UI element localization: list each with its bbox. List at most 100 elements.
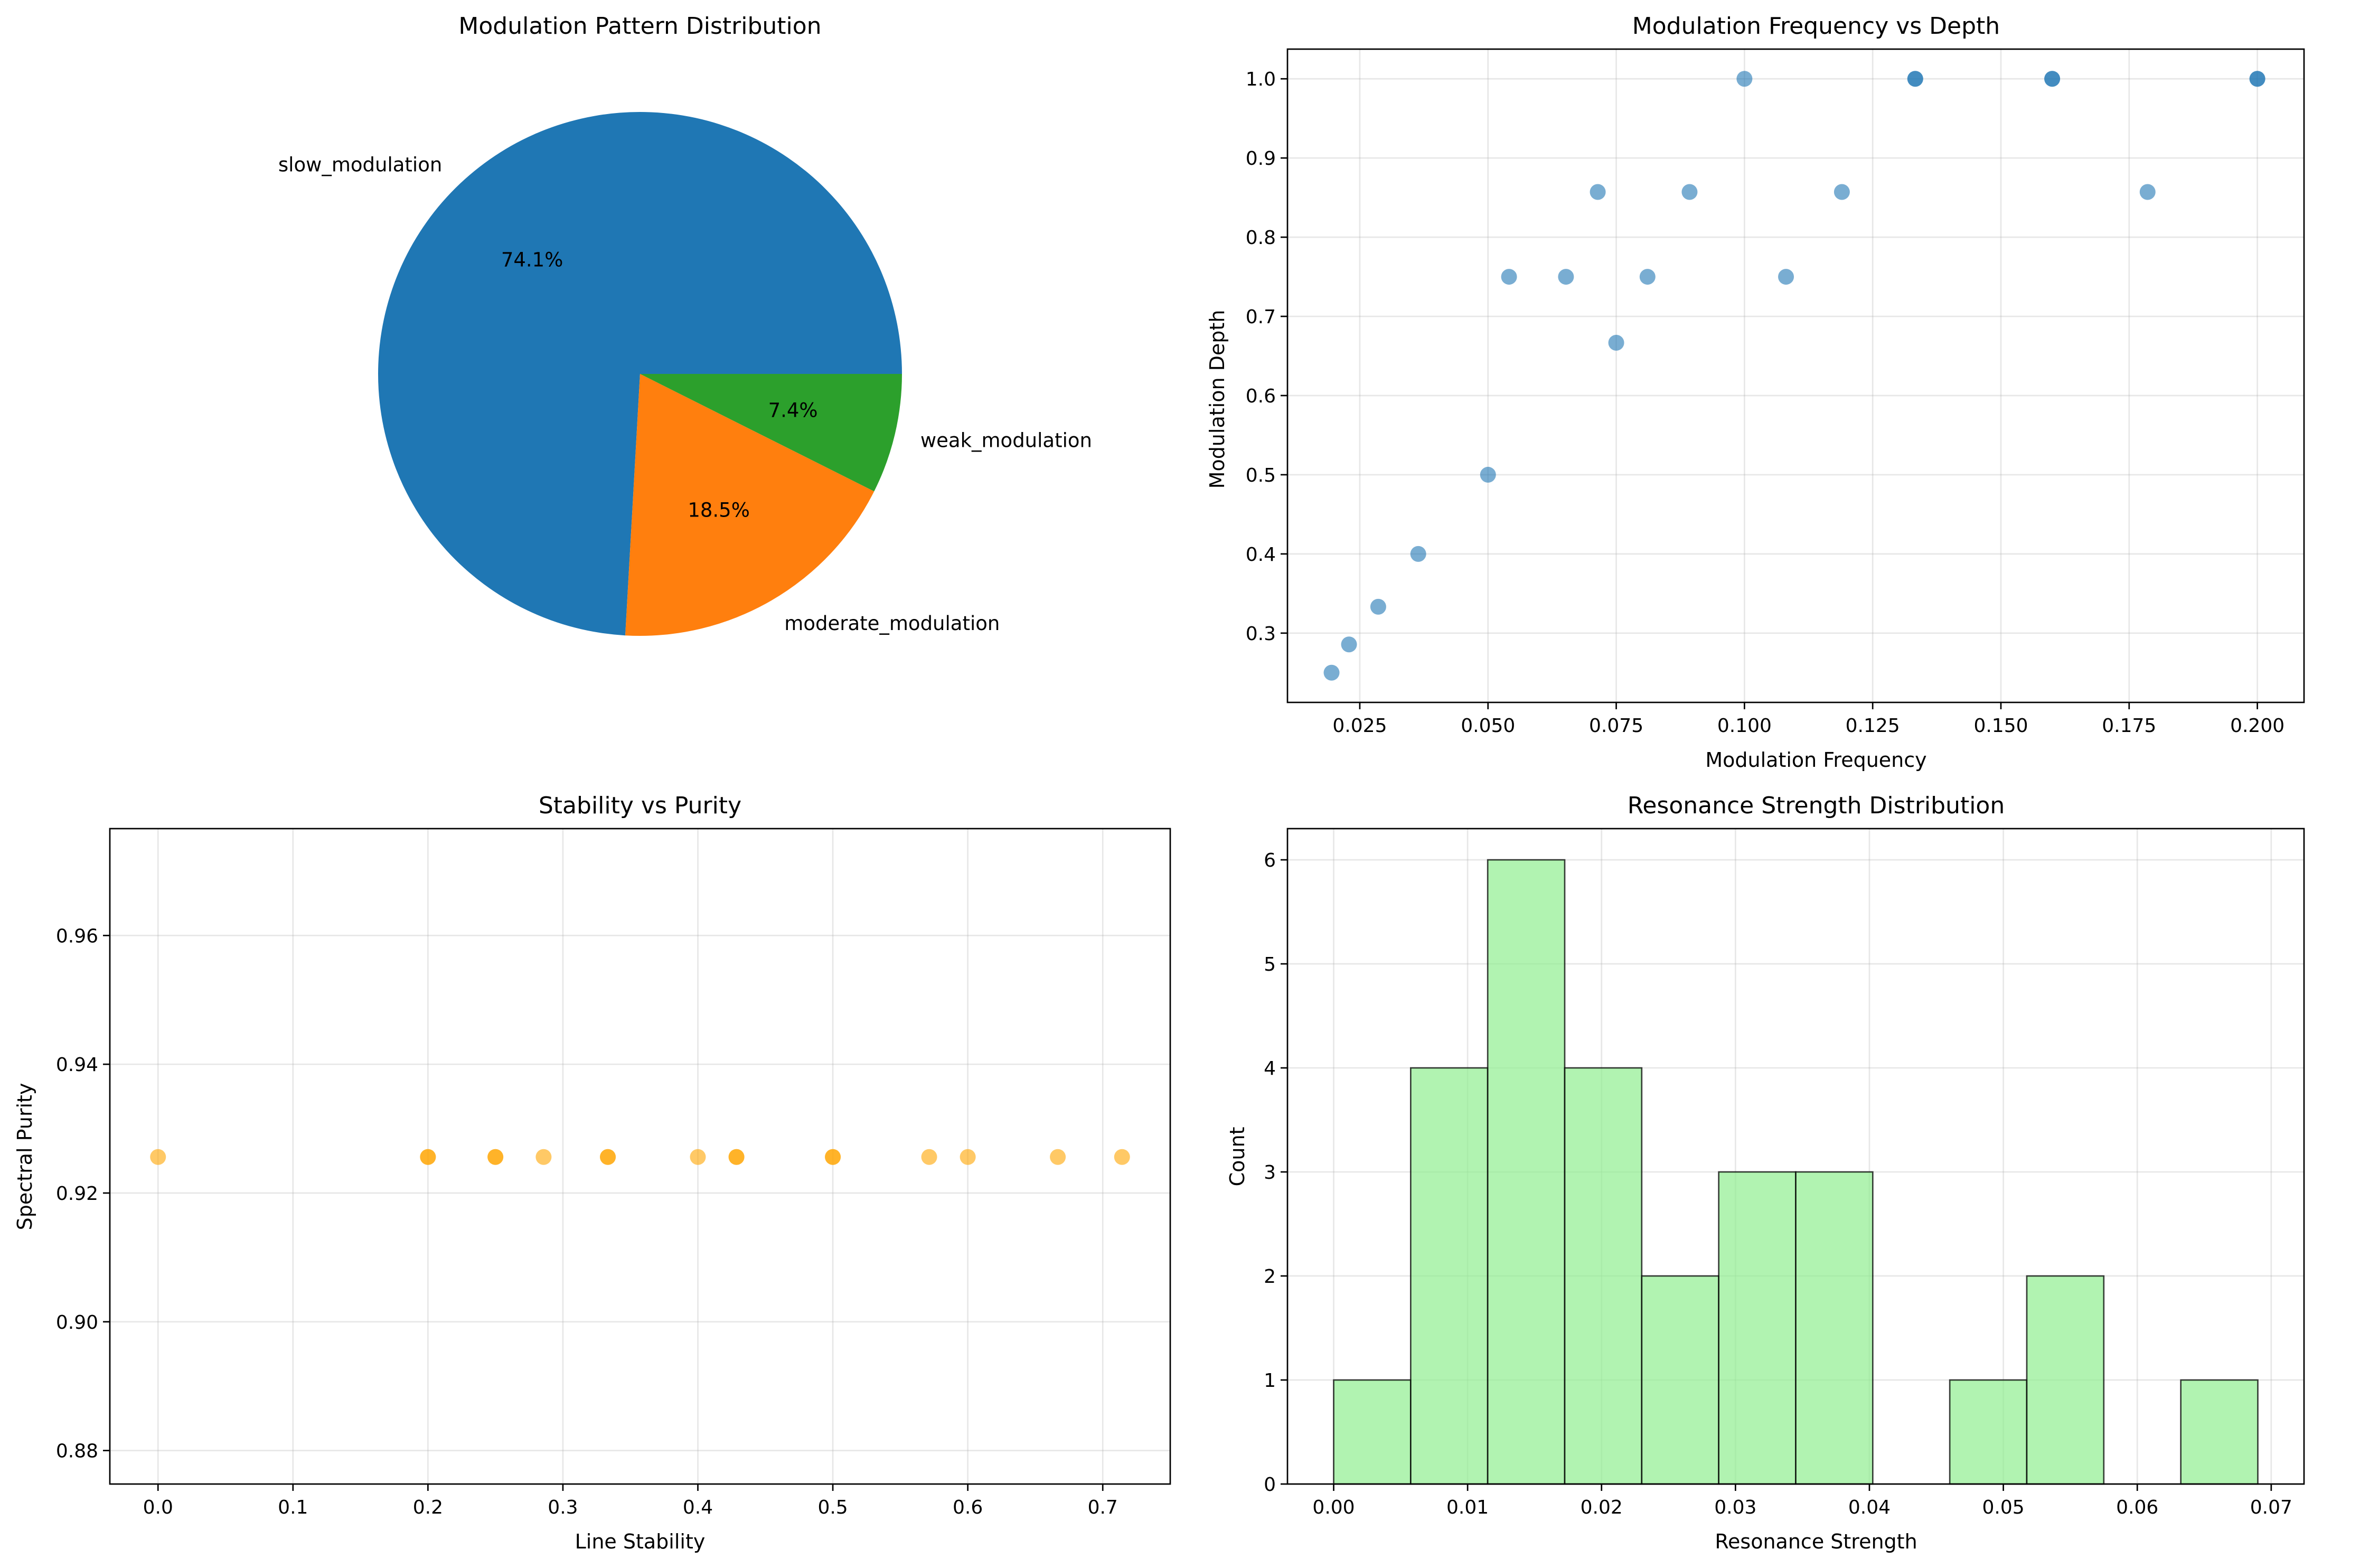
x-tick-label: 0.04 — [1848, 1497, 1891, 1518]
scatter-point — [825, 1149, 841, 1165]
scatter-point — [728, 1149, 745, 1165]
y-tick-label: 5 — [1264, 954, 1276, 975]
scatter-point — [1590, 184, 1606, 200]
x-tick-label: 0.07 — [2250, 1497, 2292, 1518]
resonance-histogram-ylabel: Count — [1226, 1127, 1249, 1187]
frequency-depth-xlabel: Modulation Frequency — [1705, 748, 1926, 772]
y-tick-label: 0.96 — [56, 925, 98, 947]
x-tick-label: 0.050 — [1461, 715, 1515, 737]
frequency-depth-scatter-panel: Modulation Frequency vs Depth 0.025 0.050… — [1206, 13, 2305, 772]
x-tick-label: 0.100 — [1717, 715, 1772, 737]
scatter-point — [1501, 269, 1517, 285]
pie-percent-label: 7.4% — [768, 399, 818, 422]
scatter-point — [1480, 466, 1496, 483]
y-tick-label: 0.88 — [56, 1441, 98, 1462]
histogram-bar — [1795, 1171, 1874, 1485]
ticks: 0.00 0.01 0.02 0.03 0.04 0.05 0.06 0.07 0 1 2 3 4 5 6 — [1264, 850, 2292, 1518]
pie-slice-moderate-modulation — [625, 374, 875, 636]
scatter-point — [2139, 184, 2156, 200]
scatter-point — [1410, 546, 1426, 562]
pie-chart-title: Modulation Pattern Distribution — [458, 13, 821, 40]
pie-chart-panel: Modulation Pattern Distribution slow_mod… — [278, 13, 1092, 636]
x-tick-label: 0.025 — [1332, 715, 1387, 737]
y-tick-label: 0.90 — [56, 1312, 98, 1334]
x-tick-label: 0.0 — [143, 1497, 173, 1518]
x-tick-label: 0.01 — [1446, 1497, 1489, 1518]
plot-marks — [1323, 71, 2265, 681]
scatter-point — [150, 1149, 166, 1165]
x-tick-label: 0.03 — [1714, 1497, 1756, 1518]
scatter-point — [1834, 184, 1850, 200]
pie-percent-label: 74.1% — [501, 249, 563, 271]
y-tick-label: 0.5 — [1246, 465, 1276, 486]
scatter-point — [921, 1149, 937, 1165]
x-tick-label: 0.6 — [953, 1497, 983, 1518]
scatter-point — [690, 1149, 706, 1165]
pie-slice-slow-modulation — [378, 111, 902, 636]
histogram-bar — [2026, 1275, 2105, 1485]
y-tick-label: 0.8 — [1246, 227, 1276, 249]
scatter-point — [487, 1149, 504, 1165]
grid — [1287, 49, 2304, 702]
pie-label: weak_modulation — [920, 429, 1092, 452]
pie-percent-label: 18.5% — [688, 499, 750, 522]
y-tick-label: 0.94 — [56, 1054, 98, 1076]
x-tick-label: 0.200 — [2230, 715, 2284, 737]
x-tick-label: 0.125 — [1846, 715, 1900, 737]
y-tick-label: 2 — [1264, 1266, 1276, 1288]
scatter-point — [1907, 71, 1923, 87]
y-tick-label: 1.0 — [1246, 69, 1276, 90]
scatter-point — [535, 1149, 552, 1165]
ticks: 0.025 0.050 0.075 0.100 0.125 0.150 0.175 0.200… — [1246, 69, 2284, 737]
y-tick-label: 0.92 — [56, 1183, 98, 1205]
x-tick-label: 0.150 — [1973, 715, 2028, 737]
axes-frame — [1286, 48, 2305, 703]
scatter-point — [1341, 636, 1357, 653]
frequency-depth-ylabel: Modulation Depth — [1206, 310, 1229, 489]
histogram-bar — [1409, 1067, 1489, 1485]
ticks: 0.0 0.1 0.2 0.3 0.4 0.5 0.6 0.7 0.88 0.90 0.92 0.94… — [56, 925, 1118, 1518]
axes-frame — [1286, 828, 2305, 1485]
scatter-point — [1778, 269, 1794, 285]
y-tick-label: 0.9 — [1246, 148, 1276, 170]
x-tick-label: 0.3 — [548, 1497, 578, 1518]
x-tick-label: 0.1 — [278, 1497, 308, 1518]
y-tick-label: 0.7 — [1246, 306, 1276, 328]
x-tick-label: 0.05 — [1982, 1497, 2025, 1518]
histogram-bar — [1949, 1379, 2028, 1485]
x-tick-label: 0.075 — [1589, 715, 1643, 737]
x-tick-label: 0.4 — [683, 1497, 713, 1518]
scatter-point — [600, 1149, 616, 1165]
histogram-bar — [2180, 1379, 2259, 1485]
pie-label: slow_modulation — [278, 154, 442, 176]
scatter-point — [2044, 71, 2061, 87]
scatter-point — [1114, 1149, 1130, 1165]
x-tick-label: 0.175 — [2102, 715, 2156, 737]
scatter-point — [1639, 269, 1656, 285]
y-tick-label: 0.3 — [1246, 623, 1276, 645]
pie-label: moderate_modulation — [784, 612, 1000, 635]
y-tick-label: 0.4 — [1246, 544, 1276, 566]
scatter-point — [1681, 184, 1698, 200]
frequency-depth-title: Modulation Frequency vs Depth — [1632, 13, 2000, 40]
y-tick-label: 3 — [1264, 1162, 1276, 1184]
histogram-bar — [1641, 1275, 1720, 1485]
scatter-point — [1050, 1149, 1066, 1165]
stability-purity-ylabel: Spectral Purity — [13, 1083, 36, 1231]
pie-slice-weak-modulation — [640, 374, 902, 492]
scatter-point — [1370, 598, 1386, 615]
resonance-histogram-panel: Resonance Strength Distribution 0.00 0.01… — [1226, 792, 2305, 1553]
x-tick-label: 0.02 — [1581, 1497, 1623, 1518]
scatter-point — [2249, 71, 2265, 87]
plot-marks — [1333, 859, 2259, 1485]
stability-purity-xlabel: Line Stability — [575, 1530, 706, 1553]
y-tick-label: 4 — [1264, 1058, 1276, 1079]
x-tick-label: 0.5 — [817, 1497, 848, 1518]
stability-purity-scatter-panel: Stability vs Purity 0.0 0.1 0.2 0.3 0.4 0.5 0.… — [13, 792, 1171, 1553]
histogram-bar — [1718, 1171, 1797, 1485]
scatter-point — [1736, 71, 1753, 87]
x-tick-label: 0.2 — [413, 1497, 443, 1518]
y-tick-label: 0 — [1264, 1474, 1276, 1496]
y-tick-label: 0.6 — [1246, 386, 1276, 407]
